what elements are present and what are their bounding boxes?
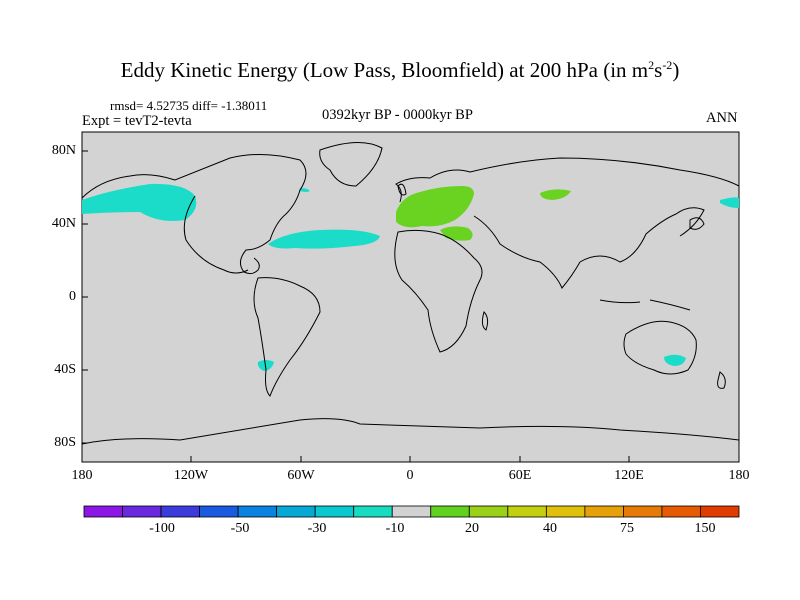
colorbar-box-1	[122, 505, 162, 518]
colorbar-box-6	[314, 505, 355, 518]
map-background	[81, 131, 740, 463]
patch-central-asia	[540, 189, 571, 200]
colorbar-label-neg30: -30	[307, 521, 327, 536]
colorbar-label-40: 40	[543, 521, 557, 536]
patch-australia	[664, 354, 686, 366]
experiment-label: Expt = tevT2-tevta	[82, 113, 192, 129]
colorbar-box-14	[623, 505, 663, 518]
xtick-180e: 180	[728, 468, 750, 483]
ytick-80s: 80S	[54, 435, 76, 450]
ytick-40s: 40S	[54, 362, 76, 377]
coast-north-america	[81, 153, 307, 275]
colorbar-label-neg10: -10	[385, 521, 405, 536]
colorbar-box-10	[468, 505, 509, 518]
stats-label: rmsd= 4.52735 diff= -1.38011	[110, 98, 268, 113]
xtick-0: 0	[406, 468, 414, 483]
patch-labrador	[300, 188, 310, 192]
coast-uk	[397, 183, 407, 196]
xtick-180w: 180	[71, 468, 93, 483]
patch-south-america	[257, 360, 274, 371]
colorbar-label-neg100: -100	[149, 521, 175, 536]
colorbar-label-neg50: -50	[230, 521, 250, 536]
coast-japan	[689, 217, 705, 230]
patch-north-atlantic	[268, 229, 380, 249]
anomaly-patches	[82, 183, 739, 371]
colorbar-box-11	[507, 505, 547, 518]
ytick-0: 0	[69, 289, 76, 304]
period-label: 0392kyr BP - 0000kyr BP	[322, 107, 473, 123]
coastlines	[81, 141, 740, 445]
colorbar-box-2	[160, 505, 200, 518]
coast-indonesia	[599, 299, 691, 311]
coast-eurasia	[395, 157, 740, 289]
xtick-120e: 120E	[614, 468, 644, 483]
coast-africa	[394, 229, 483, 353]
plot-title: Eddy Kinetic Energy (Low Pass, Bloomfiel…	[120, 58, 680, 82]
colorbar-label-75: 75	[620, 521, 634, 536]
coast-australia	[623, 320, 697, 375]
colorbar-box-9	[430, 505, 470, 518]
colorbar-box-8	[391, 505, 432, 518]
coast-antarctica	[81, 418, 740, 445]
ytick-80n: 80N	[51, 143, 76, 158]
colorbar-label-150: 150	[694, 521, 716, 536]
colorbar-label-20: 20	[465, 521, 479, 536]
axis-ticks	[81, 150, 740, 462]
colorbar-box-7	[353, 505, 393, 518]
coast-new-zealand	[717, 371, 726, 389]
colorbar-box-3	[199, 505, 239, 518]
patch-north-pacific	[82, 183, 197, 221]
coast-south-america	[253, 277, 321, 397]
colorbar-box-12	[545, 505, 586, 518]
colorbar-box-0	[83, 505, 123, 518]
colorbar-box-5	[276, 505, 316, 518]
colorbar-box-15	[661, 505, 701, 518]
xtick-60e: 60E	[508, 468, 532, 483]
colorbar-box-16	[700, 505, 740, 518]
colorbar	[83, 505, 740, 518]
coast-greenland	[319, 141, 383, 187]
colorbar-box-13	[584, 505, 624, 518]
xtick-60w: 60W	[287, 468, 315, 483]
patch-north-pacific-east	[720, 197, 739, 208]
coast-madagascar	[481, 311, 489, 331]
season-label: ANN	[706, 110, 738, 126]
xtick-120w: 120W	[173, 468, 209, 483]
patch-europe	[396, 186, 474, 228]
ytick-40n: 40N	[51, 216, 76, 231]
colorbar-box-4	[237, 505, 278, 518]
